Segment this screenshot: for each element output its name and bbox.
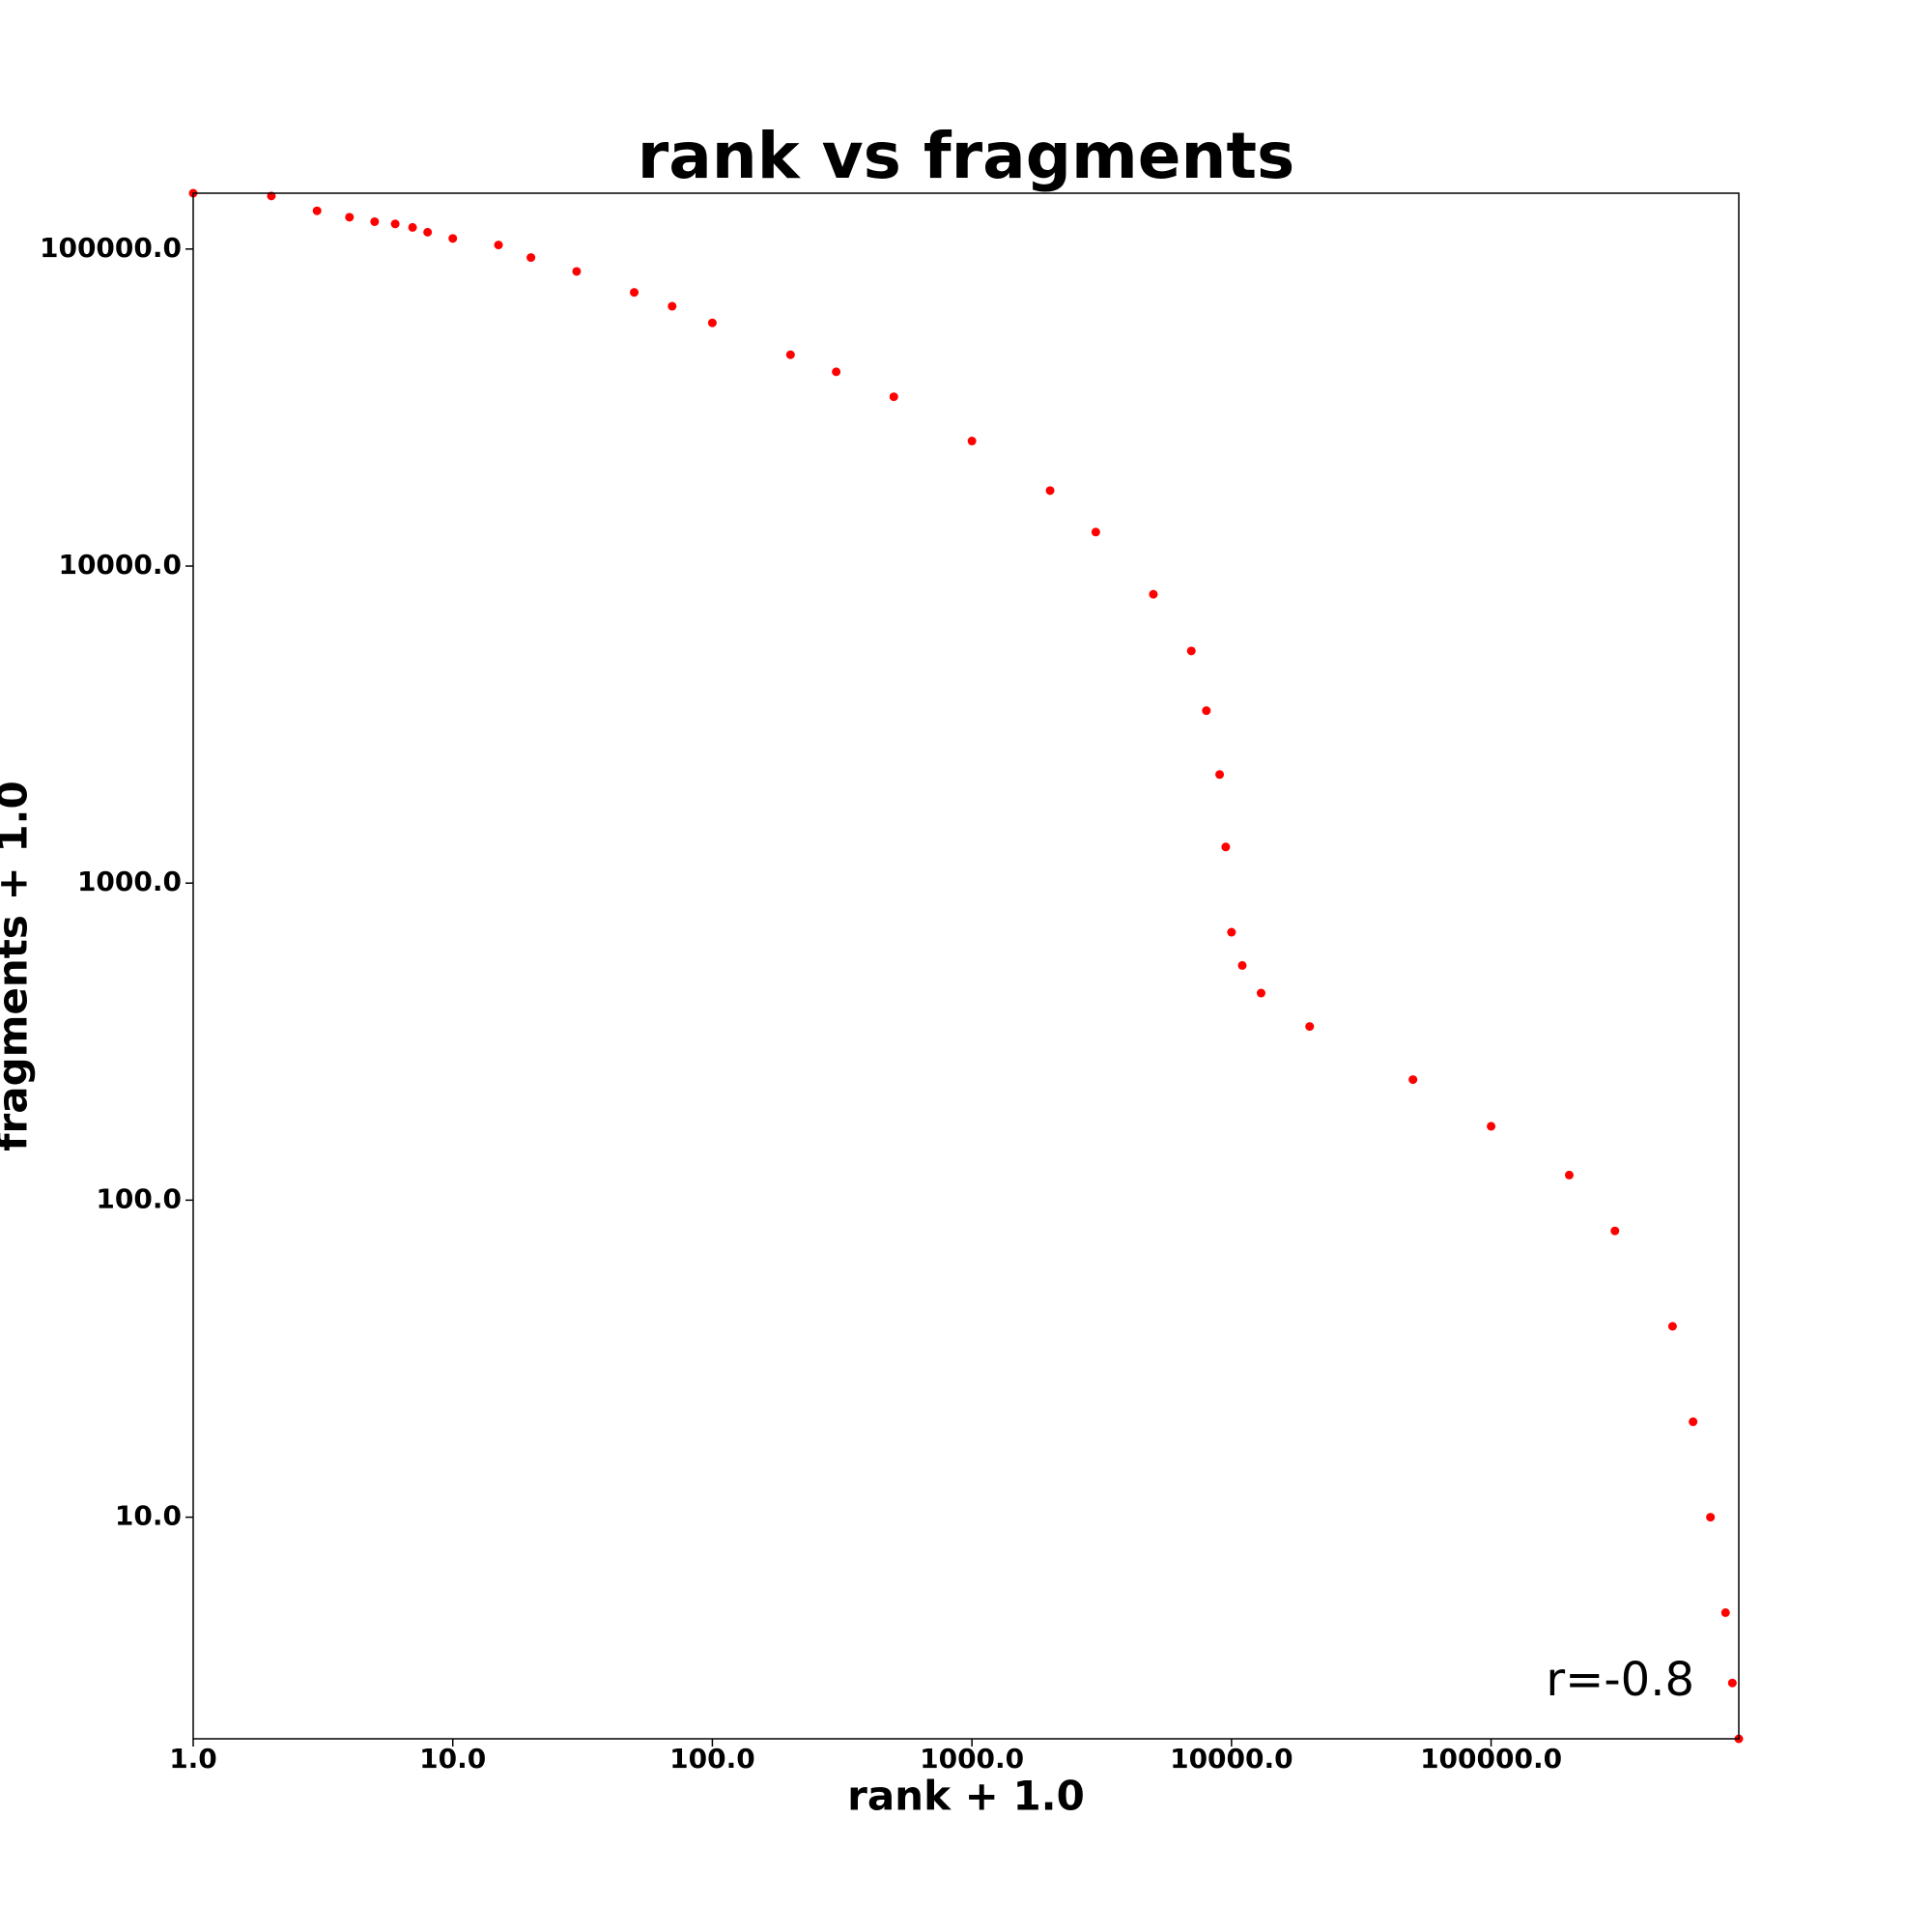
scatter-point [448,234,458,243]
x-tick-label: 10.0 [419,1743,486,1775]
scatter-point [1305,1022,1315,1032]
scatter-point [408,222,417,232]
scatter-point [668,301,677,311]
scatter-point [832,367,841,377]
scatter-point [1727,1678,1737,1688]
scatter-point [390,219,400,229]
x-tick-label: 1000.0 [920,1743,1024,1775]
scatter-point [1215,770,1225,780]
scatter-point [526,253,536,263]
y-tick-label: 10000.0 [58,549,182,581]
scatter-point [572,267,582,276]
scatter-point [785,350,795,359]
chart-title: rank vs fragments [638,119,1295,193]
y-tick-label: 10.0 [115,1500,182,1532]
scatter-point [423,227,433,237]
scatter-point [1408,1075,1418,1085]
scatter-point [1091,527,1100,537]
scatter-point [1186,646,1196,656]
y-tick-label: 1000.0 [77,866,182,897]
annotation: r=-0.8 [1546,1653,1694,1707]
scatter-point [1227,927,1236,937]
y-tick-label: 100.0 [96,1182,182,1214]
scatter-point [345,213,355,222]
scatter-point [1487,1122,1496,1131]
scatter-point [1221,842,1231,852]
scatter-point [967,437,977,446]
x-tick-label: 100000.0 [1420,1743,1562,1775]
scatter-point [707,318,717,327]
scatter-point [1256,988,1265,998]
scatter-point [1045,486,1055,496]
scatter-point [630,288,639,298]
scatter-point [1237,960,1247,970]
x-axis-label: rank + 1.0 [847,1773,1085,1820]
scatter-point [1667,1321,1677,1331]
y-tick-label: 100000.0 [40,232,182,264]
scatter-point [1564,1170,1574,1179]
x-tick-label: 1.0 [169,1743,217,1775]
x-tick-label: 10000.0 [1170,1743,1293,1775]
scatter-point [1149,589,1158,599]
scatter-point [312,206,322,215]
y-axis-label: fragments + 1.0 [0,781,37,1151]
plot-frame [192,192,1740,1740]
scatter-point [1720,1607,1730,1617]
scatter-point [1689,1417,1698,1427]
scatter-point [370,216,380,226]
scatter-point [1610,1226,1620,1236]
scatter-point [889,392,898,402]
scatter-point [1706,1513,1716,1522]
scatter-point [494,241,503,250]
scatter-point [1202,706,1211,716]
x-tick-label: 100.0 [669,1743,755,1775]
